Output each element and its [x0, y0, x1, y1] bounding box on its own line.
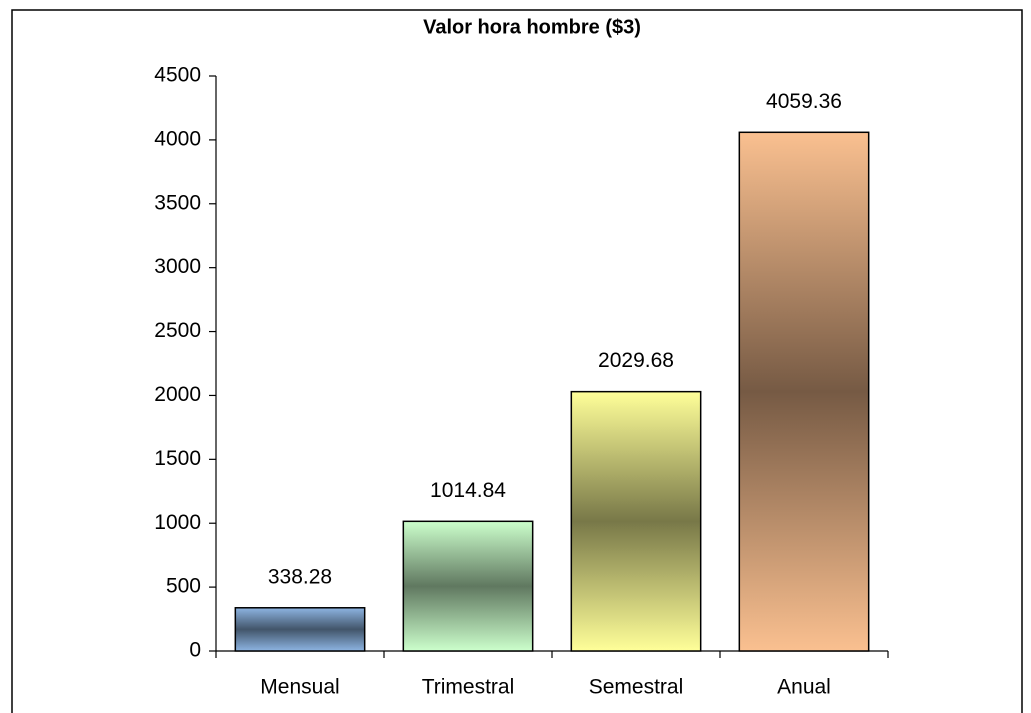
x-tick-label: Trimestral: [422, 676, 515, 699]
x-tick-label: Semestral: [589, 676, 684, 699]
x-tick-label: Anual: [777, 676, 831, 699]
value-label: 2029.68: [598, 349, 674, 372]
chart-title: Valor hora hombre ($3): [423, 16, 641, 38]
y-tick-label: 500: [166, 575, 201, 598]
bar: [234, 607, 366, 652]
y-tick-label: 0: [189, 639, 201, 662]
chart-frame: [11, 9, 1023, 713]
value-label: 338.28: [268, 565, 332, 588]
y-tick-label: 3500: [154, 191, 201, 214]
bar: [402, 520, 534, 652]
x-tick-label: Mensual: [260, 676, 339, 699]
value-label: 4059.36: [766, 90, 842, 113]
bar: [738, 131, 870, 652]
y-tick-label: 3000: [154, 255, 201, 278]
y-tick-label: 2000: [154, 383, 201, 406]
value-label: 1014.84: [430, 479, 506, 502]
y-tick-label: 2500: [154, 319, 201, 342]
y-tick-label: 4500: [154, 64, 201, 87]
bar: [570, 390, 702, 652]
y-tick-label: 1000: [154, 511, 201, 534]
y-tick-label: 1500: [154, 447, 201, 470]
y-tick-label: 4000: [154, 127, 201, 150]
